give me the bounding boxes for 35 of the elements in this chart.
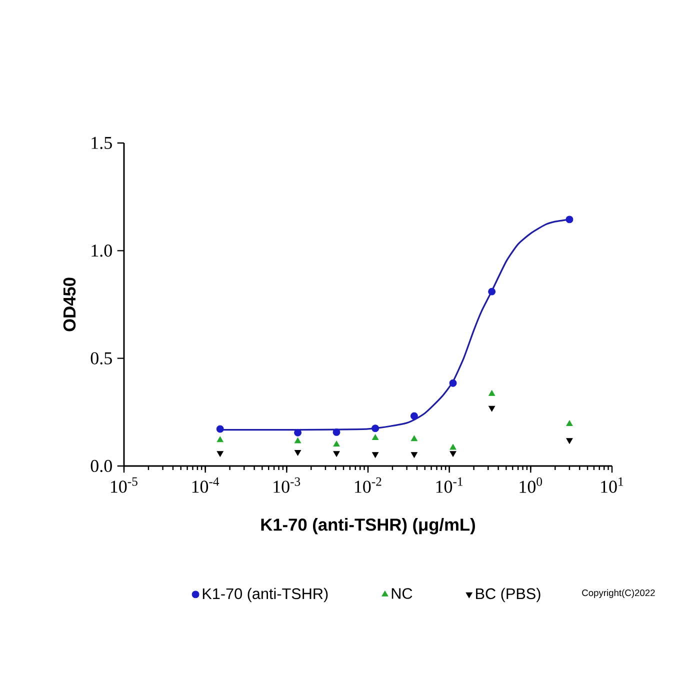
point	[488, 406, 496, 412]
point	[333, 440, 340, 446]
point	[372, 434, 379, 440]
x-tick-label: 10$^{-4}$	[192, 477, 220, 493]
point	[410, 412, 418, 420]
point	[372, 424, 380, 432]
point	[410, 452, 418, 458]
point	[488, 390, 496, 396]
x-tick-label: 10$^{1}$	[601, 477, 624, 493]
x-tick-label: 10$^{0}$	[520, 477, 542, 493]
x-tick-label: 10$^{-5}$	[111, 477, 138, 493]
y-tick-label: 1.0	[92, 244, 112, 257]
point	[332, 428, 340, 436]
point	[450, 451, 456, 457]
point	[372, 452, 379, 458]
point	[488, 288, 496, 296]
y-tick-label: 1.5	[92, 136, 112, 150]
legend-label: K1-70 (anti-TSHR)	[202, 588, 328, 602]
y-tick-label: 0.0	[90, 460, 112, 472]
y-tick-label: 0.5	[90, 352, 112, 364]
point	[294, 450, 302, 456]
point	[450, 444, 456, 450]
x-tick-label: 10$^{-1}$	[436, 477, 462, 493]
x-axis-title: K1-70 (anti-TSHR) (μg/mL)	[261, 518, 475, 534]
legend-label: NC	[392, 588, 412, 599]
point	[449, 379, 457, 387]
point	[410, 435, 418, 442]
text: Copyright(C)2022	[582, 589, 655, 598]
point	[294, 428, 302, 436]
x-tick-label: 10$^{-2}$	[355, 477, 382, 493]
x-tick-label: 10$^{-3}$	[274, 477, 300, 493]
y-axis-title: OD450	[63, 278, 76, 332]
legend-label: BC (PBS)	[476, 588, 540, 602]
point	[294, 438, 302, 444]
point	[333, 451, 340, 457]
